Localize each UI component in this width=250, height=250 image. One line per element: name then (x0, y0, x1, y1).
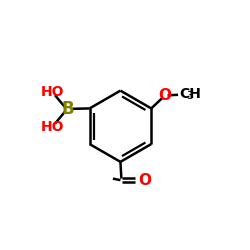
Text: O: O (138, 173, 151, 188)
Text: O: O (159, 88, 172, 103)
Text: HO: HO (40, 85, 64, 99)
Text: HO: HO (40, 120, 64, 134)
Text: CH: CH (179, 87, 201, 101)
Text: B: B (61, 100, 74, 118)
Text: 3: 3 (187, 91, 194, 101)
